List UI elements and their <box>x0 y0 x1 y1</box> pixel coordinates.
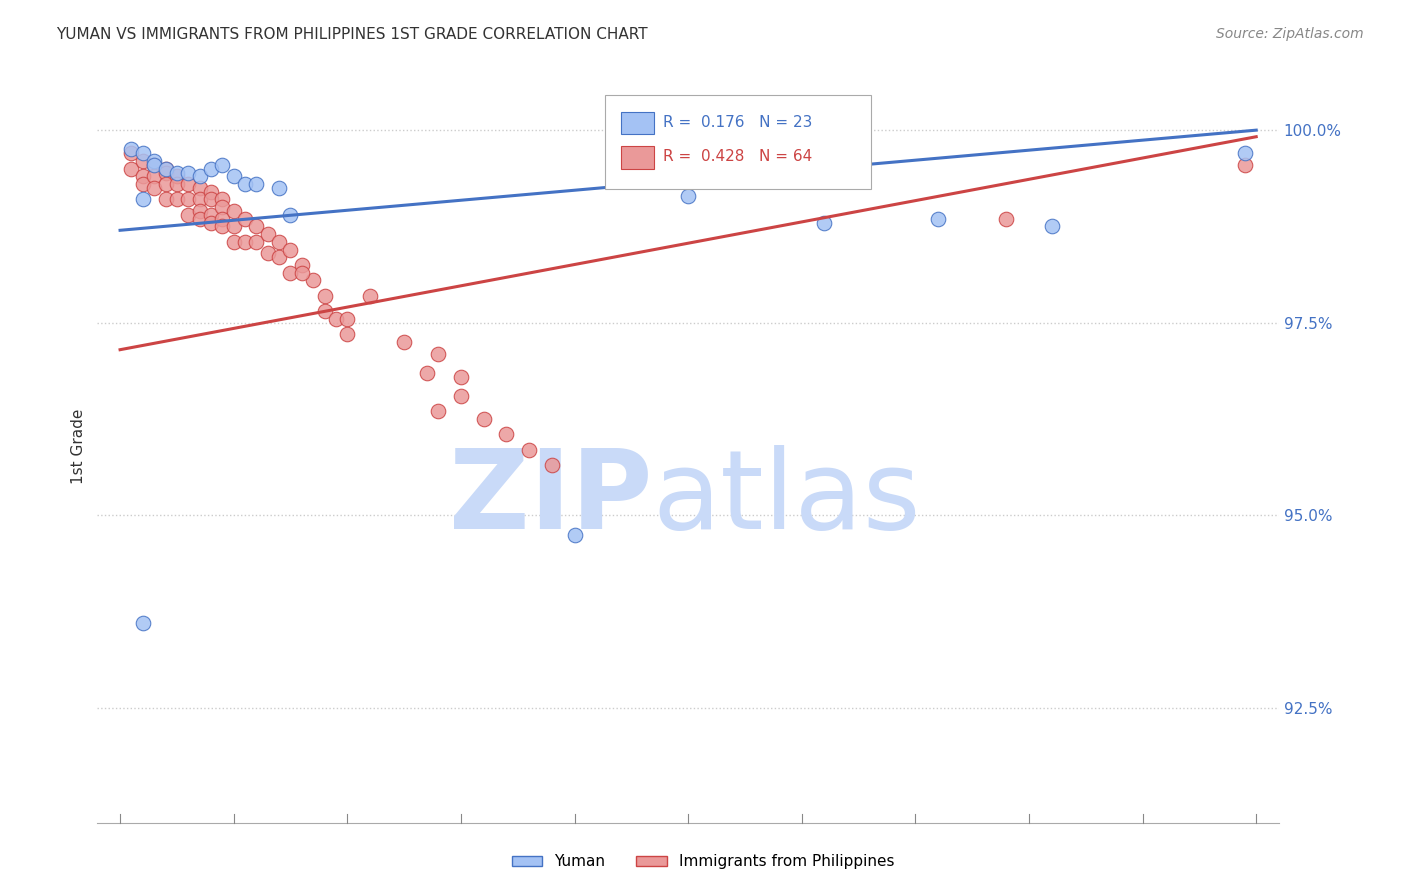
Point <box>927 211 949 226</box>
Point <box>540 458 562 473</box>
Point <box>177 177 200 191</box>
Point <box>269 181 291 195</box>
Point <box>211 200 233 214</box>
FancyBboxPatch shape <box>621 112 654 134</box>
Point <box>1040 219 1063 234</box>
Text: ZIP: ZIP <box>450 445 652 552</box>
Point <box>291 258 314 272</box>
Point <box>336 327 359 342</box>
FancyBboxPatch shape <box>621 146 654 169</box>
Point <box>200 193 222 207</box>
Point <box>155 161 177 176</box>
Point <box>211 211 233 226</box>
Point <box>450 369 472 384</box>
Point <box>120 142 142 156</box>
Point <box>188 193 211 207</box>
Point <box>143 158 166 172</box>
Point <box>166 169 188 184</box>
Point <box>143 169 166 184</box>
Text: YUMAN VS IMMIGRANTS FROM PHILIPPINES 1ST GRADE CORRELATION CHART: YUMAN VS IMMIGRANTS FROM PHILIPPINES 1ST… <box>56 27 648 42</box>
FancyBboxPatch shape <box>606 95 872 189</box>
Point <box>245 177 267 191</box>
Point <box>269 250 291 264</box>
Point <box>132 169 155 184</box>
Point <box>200 216 222 230</box>
Point <box>166 193 188 207</box>
Legend: Yuman, Immigrants from Philippines: Yuman, Immigrants from Philippines <box>506 848 900 875</box>
Point <box>188 211 211 226</box>
Point <box>1233 146 1256 161</box>
Point <box>177 193 200 207</box>
Point <box>132 193 155 207</box>
Point <box>495 427 517 442</box>
Point <box>132 616 155 631</box>
Point <box>132 153 155 168</box>
Point <box>280 266 302 280</box>
Point <box>280 243 302 257</box>
Point <box>120 146 142 161</box>
Point <box>392 334 415 349</box>
Point <box>813 216 835 230</box>
Point <box>155 177 177 191</box>
Point <box>155 161 177 176</box>
Point <box>427 404 450 418</box>
Point <box>222 235 245 249</box>
Point <box>177 208 200 222</box>
Point <box>256 227 278 241</box>
Point <box>222 204 245 219</box>
Point <box>132 177 155 191</box>
Point <box>222 219 245 234</box>
Point <box>211 219 233 234</box>
Text: atlas: atlas <box>652 445 921 552</box>
Point <box>143 158 166 172</box>
Point <box>155 165 177 179</box>
Point <box>517 442 540 457</box>
Point <box>155 193 177 207</box>
Point <box>359 289 381 303</box>
Point <box>1233 158 1256 172</box>
Point <box>143 153 166 168</box>
Point <box>233 235 256 249</box>
Point <box>143 181 166 195</box>
Y-axis label: 1st Grade: 1st Grade <box>72 409 86 483</box>
Text: R =  0.176   N = 23: R = 0.176 N = 23 <box>664 115 813 129</box>
Point <box>256 246 278 260</box>
Point <box>450 389 472 403</box>
Point <box>472 412 495 426</box>
Point <box>166 177 188 191</box>
Point <box>564 527 586 541</box>
Point <box>325 311 347 326</box>
Point <box>200 161 222 176</box>
Point <box>416 366 439 380</box>
Point <box>427 346 450 360</box>
Point <box>188 181 211 195</box>
Point <box>233 177 256 191</box>
Point <box>314 304 336 318</box>
Point <box>120 161 142 176</box>
Point <box>200 185 222 199</box>
Point <box>336 311 359 326</box>
Point <box>995 211 1018 226</box>
Point <box>245 235 267 249</box>
Point <box>211 158 233 172</box>
Point <box>280 208 302 222</box>
Point <box>302 273 325 287</box>
Point <box>269 235 291 249</box>
Point <box>200 208 222 222</box>
Point <box>211 193 233 207</box>
Point <box>314 289 336 303</box>
Point <box>233 211 256 226</box>
Point <box>245 219 267 234</box>
Point <box>291 266 314 280</box>
Point <box>188 169 211 184</box>
Point <box>676 188 699 202</box>
Point <box>166 165 188 179</box>
Point <box>177 165 200 179</box>
Point <box>222 169 245 184</box>
Point <box>132 146 155 161</box>
Text: R =  0.428   N = 64: R = 0.428 N = 64 <box>664 149 813 164</box>
Point <box>188 204 211 219</box>
Text: Source: ZipAtlas.com: Source: ZipAtlas.com <box>1216 27 1364 41</box>
